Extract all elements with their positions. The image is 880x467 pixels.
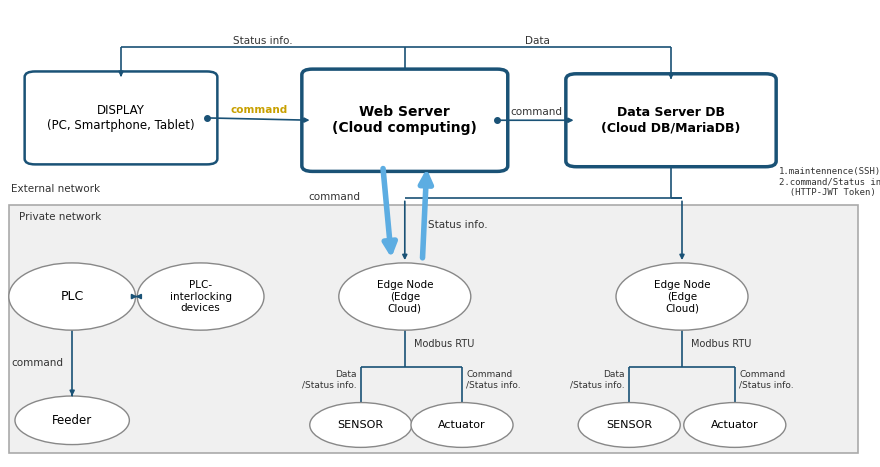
Text: Feeder: Feeder <box>52 414 92 427</box>
FancyBboxPatch shape <box>25 71 217 164</box>
Text: PLC: PLC <box>61 290 84 303</box>
Text: Actuator: Actuator <box>711 420 759 430</box>
Text: Data: Data <box>525 36 550 46</box>
FancyBboxPatch shape <box>302 69 508 171</box>
Ellipse shape <box>15 396 129 445</box>
Text: Modbus RTU: Modbus RTU <box>414 339 474 349</box>
Ellipse shape <box>616 263 748 330</box>
Text: Private network: Private network <box>19 212 101 222</box>
Text: Command
/Status info.: Command /Status info. <box>739 370 794 389</box>
Text: Data
/Status info.: Data /Status info. <box>570 370 625 389</box>
Text: Edge Node
(Edge
Cloud): Edge Node (Edge Cloud) <box>654 280 710 313</box>
Ellipse shape <box>411 403 513 447</box>
Text: Actuator: Actuator <box>438 420 486 430</box>
Text: Data
/Status info.: Data /Status info. <box>302 370 356 389</box>
Text: Data Server DB
(Cloud DB/MariaDB): Data Server DB (Cloud DB/MariaDB) <box>601 106 741 134</box>
Ellipse shape <box>310 403 412 447</box>
FancyBboxPatch shape <box>566 74 776 167</box>
Text: Command
/Status info.: Command /Status info. <box>466 370 521 389</box>
Text: DISPLAY
(PC, Smartphone, Tablet): DISPLAY (PC, Smartphone, Tablet) <box>48 104 194 132</box>
Ellipse shape <box>578 403 680 447</box>
Text: SENSOR: SENSOR <box>338 420 384 430</box>
Text: Modbus RTU: Modbus RTU <box>691 339 752 349</box>
Ellipse shape <box>684 403 786 447</box>
Text: command: command <box>11 358 63 368</box>
Ellipse shape <box>9 263 136 330</box>
Text: External network: External network <box>11 184 99 194</box>
Text: SENSOR: SENSOR <box>606 420 652 430</box>
Text: command: command <box>308 192 361 202</box>
Text: PLC-
interlocking
devices: PLC- interlocking devices <box>170 280 231 313</box>
Ellipse shape <box>137 263 264 330</box>
Ellipse shape <box>339 263 471 330</box>
Text: 1.maintennence(SSH)
2.command/Status info.
  (HTTP-JWT Token): 1.maintennence(SSH) 2.command/Status inf… <box>779 167 880 197</box>
Text: Edge Node
(Edge
Cloud): Edge Node (Edge Cloud) <box>377 280 433 313</box>
Text: Status info.: Status info. <box>428 220 488 230</box>
Text: Web Server
(Cloud computing): Web Server (Cloud computing) <box>333 105 477 135</box>
Text: command: command <box>231 105 289 114</box>
Text: Status info.: Status info. <box>233 36 293 46</box>
FancyBboxPatch shape <box>9 205 858 453</box>
Text: command: command <box>510 107 563 117</box>
